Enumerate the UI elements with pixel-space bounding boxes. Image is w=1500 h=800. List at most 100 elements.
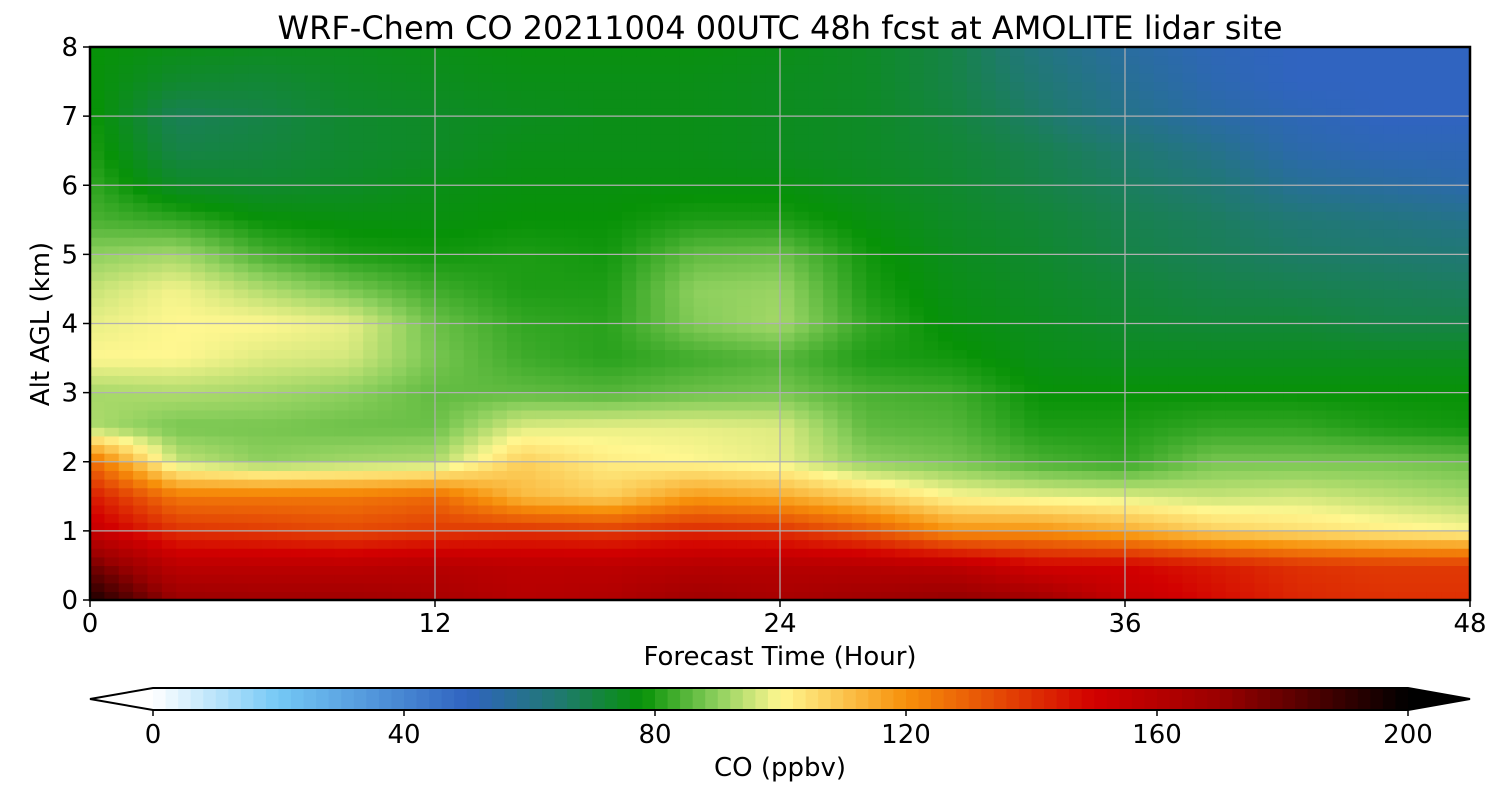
- heatmap-cell: [1211, 219, 1227, 230]
- heatmap-cell: [133, 263, 149, 273]
- heatmap-cell: [578, 167, 594, 178]
- heatmap-cell: [765, 185, 781, 195]
- heatmap-cell: [1383, 332, 1399, 342]
- heatmap-cell: [1426, 435, 1442, 446]
- heatmap-cell: [420, 383, 436, 394]
- heatmap-cell: [923, 237, 939, 247]
- heatmap-cell: [1225, 297, 1241, 307]
- heatmap-cell: [1441, 444, 1457, 454]
- heatmap-cell: [1182, 582, 1198, 592]
- heatmap-cell: [837, 444, 853, 454]
- heatmap-cell: [780, 504, 795, 515]
- heatmap-cell: [521, 539, 537, 549]
- heatmap-cell: [420, 280, 436, 290]
- heatmap-cell: [233, 150, 249, 160]
- heatmap-cell: [923, 435, 939, 446]
- heatmap-cell: [909, 185, 925, 195]
- heatmap-cell: [981, 228, 997, 238]
- heatmap-cell: [492, 349, 508, 359]
- heatmap-cell: [722, 591, 738, 600]
- heatmap-cell: [621, 340, 637, 351]
- heatmap-cell: [348, 254, 364, 264]
- heatmap-cell: [1369, 479, 1385, 489]
- heatmap-cell: [823, 280, 839, 290]
- heatmap-cell: [248, 150, 264, 160]
- heatmap-cell: [693, 306, 709, 316]
- heatmap-cell: [1081, 418, 1097, 428]
- heatmap-cell: [1024, 237, 1040, 247]
- heatmap-cell: [895, 470, 910, 480]
- heatmap-cell: [1311, 202, 1327, 212]
- heatmap-cell: [435, 176, 450, 186]
- heatmap-cell: [449, 219, 465, 230]
- heatmap-cell: [176, 565, 192, 575]
- heatmap-cell: [262, 530, 278, 541]
- heatmap-cell: [1240, 556, 1255, 567]
- heatmap-cell: [1383, 496, 1399, 506]
- heatmap-cell: [851, 349, 867, 359]
- heatmap-cell: [348, 444, 364, 454]
- heatmap-cell: [1355, 548, 1370, 558]
- heatmap-cell: [1383, 435, 1399, 446]
- heatmap-cell: [535, 427, 551, 437]
- heatmap-cell: [751, 530, 767, 541]
- heatmap-cell: [665, 539, 680, 549]
- heatmap-cell: [521, 314, 537, 325]
- heatmap-cell: [334, 375, 350, 385]
- heatmap-cell: [176, 176, 192, 186]
- heatmap-cell: [679, 176, 695, 186]
- heatmap-cell: [880, 444, 896, 454]
- heatmap-cell: [751, 332, 767, 342]
- heatmap-cell: [621, 159, 637, 169]
- heatmap-cell: [736, 548, 752, 558]
- heatmap-cell: [205, 306, 220, 316]
- heatmap-cell: [751, 211, 767, 221]
- heatmap-cell: [837, 409, 853, 420]
- heatmap-cell: [1268, 323, 1284, 333]
- heatmap-cell: [205, 159, 220, 169]
- heatmap-cell: [1283, 427, 1299, 437]
- heatmap-cell: [176, 159, 192, 169]
- heatmap-cell: [1355, 504, 1370, 515]
- heatmap-cell: [1268, 565, 1284, 575]
- heatmap-cell: [276, 392, 292, 402]
- heatmap-cell: [1010, 479, 1025, 489]
- heatmap-cell: [1024, 219, 1040, 230]
- heatmap-cell: [1125, 453, 1140, 463]
- heatmap-cell: [736, 453, 752, 463]
- heatmap-cell: [276, 349, 292, 359]
- heatmap-cell: [118, 159, 134, 169]
- heatmap-cell: [938, 237, 954, 247]
- heatmap-cell: [736, 496, 752, 506]
- heatmap-cell: [880, 366, 896, 376]
- heatmap-cell: [1225, 479, 1241, 489]
- heatmap-cell: [176, 323, 192, 333]
- heatmap-cell: [176, 263, 192, 273]
- heatmap-cell: [1426, 539, 1442, 549]
- heatmap-cell: [147, 228, 163, 238]
- heatmap-cell: [1211, 513, 1227, 523]
- heatmap-cell: [1010, 418, 1025, 428]
- heatmap-cell: [1455, 418, 1470, 428]
- heatmap-cell: [679, 565, 695, 575]
- heatmap-cell: [1196, 263, 1212, 273]
- heatmap-cell: [966, 427, 982, 437]
- heatmap-cell: [923, 591, 939, 600]
- heatmap-cell: [665, 150, 680, 160]
- heatmap-cell: [1182, 539, 1198, 549]
- heatmap-cell: [1139, 271, 1155, 281]
- heatmap-cell: [1455, 444, 1470, 454]
- heatmap-cell: [1182, 427, 1198, 437]
- heatmap-cell: [104, 427, 120, 437]
- heatmap-cell: [550, 219, 565, 230]
- heatmap-cell: [1153, 435, 1169, 446]
- heatmap-cell: [1081, 228, 1097, 238]
- heatmap-cell: [621, 530, 637, 541]
- heatmap-cell: [1038, 245, 1054, 255]
- heatmap-cell: [420, 254, 436, 264]
- heatmap-cell: [780, 271, 795, 281]
- heatmap-cell: [736, 530, 752, 541]
- heatmap-cell: [1153, 323, 1169, 333]
- heatmap-cell: [521, 323, 537, 333]
- heatmap-cell: [1441, 150, 1457, 160]
